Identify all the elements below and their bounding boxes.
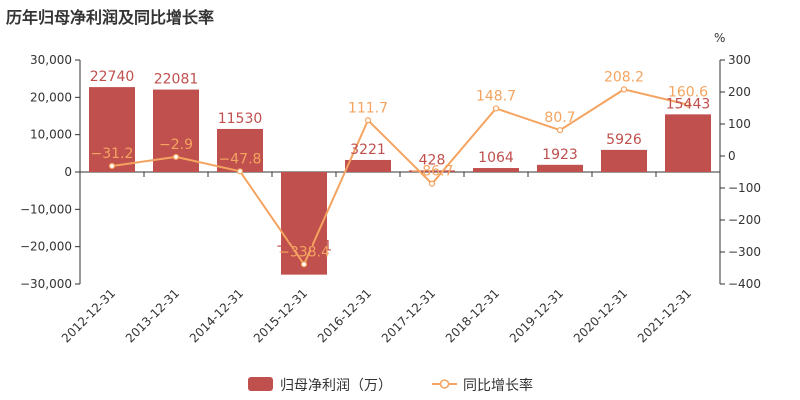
legend[interactable]: 归母净利润（万） 同比增长率	[248, 377, 533, 394]
left-axis-tick-label: −10,000	[20, 202, 72, 216]
line-data-label: −86.7	[411, 164, 454, 180]
bar-data-label: 5926	[606, 132, 642, 148]
bar-data-label: 11530	[218, 111, 263, 127]
x-axis-tick-label: 2016-12-31	[315, 286, 374, 345]
right-axis-tick-label: 100	[728, 117, 751, 131]
left-axis-tick-label: −30,000	[20, 277, 72, 291]
legend-swatch-marker	[439, 379, 450, 389]
line-data-label: −47.8	[219, 151, 262, 167]
line-data-label: 148.7	[476, 88, 516, 104]
x-axis-tick-label: 2018-12-31	[443, 286, 502, 345]
line-data-label: −31.2	[91, 146, 134, 162]
bar	[537, 164, 583, 172]
right-axis-tick-label: 200	[728, 85, 751, 99]
left-axis-tick-label: 30,000	[30, 53, 72, 67]
line-data-label: 111.7	[348, 100, 388, 116]
bar-data-label: 3221	[350, 142, 386, 158]
bar	[409, 170, 455, 172]
line-data-label: −338.4	[278, 244, 330, 260]
bar	[345, 159, 391, 172]
line-data-label: 208.2	[604, 69, 644, 85]
bar-data-label: 1923	[542, 147, 578, 163]
right-axis-tick-label: −300	[728, 245, 761, 259]
x-axis-tick-label: 2020-12-31	[571, 286, 630, 345]
left-axis-tick-label: 0	[64, 165, 72, 179]
line-point	[620, 86, 628, 93]
right-axis-tick-label: −400	[728, 277, 761, 291]
line-point	[684, 101, 692, 108]
line-layer	[108, 86, 692, 268]
bar	[473, 168, 519, 172]
growth-rate-line	[111, 88, 689, 267]
left-axis-tick-label: 10,000	[30, 128, 72, 142]
x-axis-tick-label: 2013-12-31	[123, 286, 182, 345]
bar	[217, 128, 263, 172]
bar	[281, 172, 327, 275]
bar-data-label: −27491	[276, 239, 332, 255]
line-data-label: −2.9	[159, 137, 193, 153]
line-point	[300, 261, 308, 268]
x-axis-tick-label: 2021-12-31	[635, 286, 694, 345]
left-axis-tick-label: −20,000	[20, 240, 72, 254]
legend-swatch-bar	[248, 377, 273, 391]
right-axis-unit-label: %	[714, 31, 725, 45]
chart-title: 历年归母净利润及同比增长率	[6, 8, 215, 27]
line-point	[172, 153, 180, 161]
line-point	[364, 117, 372, 124]
line-point	[428, 180, 436, 187]
right-axis-tick-label: 300	[728, 53, 751, 67]
x-axis-tick-label: 2017-12-31	[379, 286, 438, 345]
bar-data-label: 15443	[666, 96, 711, 112]
bar-data-label: 1064	[478, 150, 514, 166]
x-axis-tick-label: 2014-12-31	[187, 286, 246, 345]
line-data-label: 160.6	[668, 85, 708, 101]
left-axis-tick-label: 20,000	[30, 90, 72, 104]
legend-label-line: 同比增长率	[463, 377, 533, 394]
bars-layer	[89, 87, 711, 275]
bar	[601, 149, 647, 172]
bar-data-label: 22081	[154, 72, 199, 88]
labels-layer: 22740 22081 11530 −27491 3221 428 1064 1923 5926…	[90, 69, 711, 260]
x-axis-tick-label: 2012-12-31	[59, 286, 118, 345]
bar-data-label: 428	[419, 152, 446, 168]
line-point	[108, 162, 116, 170]
line-data-label: 80.7	[544, 110, 575, 126]
line-point	[492, 105, 500, 112]
right-axis-tick-label: −100	[728, 181, 761, 195]
right-axis-tick-label: 0	[728, 149, 736, 163]
bar	[89, 87, 135, 172]
legend-label-bar: 归母净利润（万）	[280, 377, 392, 394]
bar-data-label: 22740	[90, 69, 135, 85]
x-axis-tick-label: 2019-12-31	[507, 286, 566, 345]
line-point	[556, 127, 564, 134]
bar	[665, 114, 711, 172]
right-axis-tick-label: −200	[728, 213, 761, 227]
line-point	[236, 168, 244, 175]
x-axis-tick-label: 2015-12-31	[251, 286, 310, 345]
